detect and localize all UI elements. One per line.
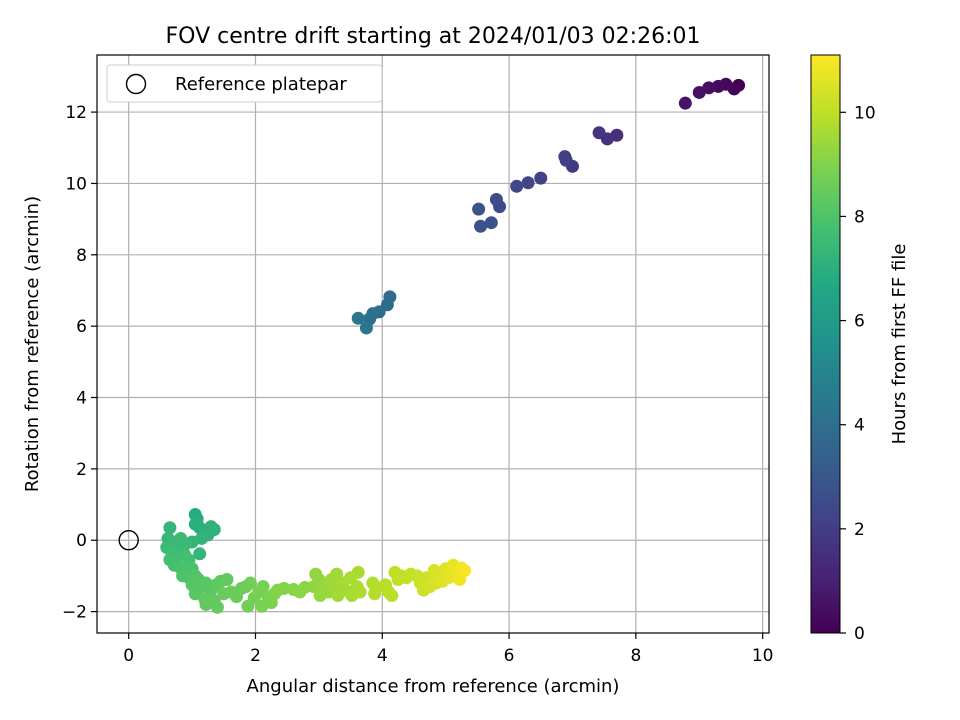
y-tick-label: 0 [76, 531, 87, 551]
data-point [458, 564, 472, 578]
legend-label: Reference platepar [175, 74, 347, 95]
x-axis-label: Angular distance from reference (arcmin) [247, 676, 620, 697]
legend-reference-marker [125, 73, 147, 95]
colorbar-gradient [810, 54, 841, 634]
y-tick-label: 12 [65, 103, 87, 123]
data-point [359, 321, 373, 335]
data-point [678, 96, 692, 110]
reference-marker [118, 530, 139, 551]
data-point [521, 176, 535, 190]
legend-box [106, 64, 383, 103]
data-point [163, 521, 177, 535]
data-point [243, 576, 257, 590]
data-point [692, 85, 706, 99]
data-point [351, 565, 365, 579]
data-point [472, 202, 486, 216]
data-point [558, 150, 572, 164]
colorbar: 0 2 4 6 8 10 Hours from first FF file [810, 54, 910, 644]
data-point [711, 79, 725, 93]
data-point [351, 311, 365, 325]
colorbar-label: Hours from first FF file [889, 244, 910, 445]
data-point [193, 547, 207, 561]
data-point [385, 589, 399, 603]
y-tick-label: 2 [76, 460, 87, 480]
gridlines [97, 55, 769, 633]
data-point [489, 193, 503, 206]
y-tick-label: 8 [76, 246, 87, 266]
chart-title: FOV centre drift starting at 2024/01/03 … [166, 24, 701, 49]
data-point [210, 600, 224, 614]
data-point [353, 585, 367, 599]
data-point [277, 581, 291, 595]
y-tick-label: 4 [76, 389, 87, 409]
y-axis-ticks: −2 0 2 4 6 8 10 12 [62, 103, 97, 623]
data-point [510, 179, 524, 193]
x-tick-label: 8 [630, 646, 641, 666]
plot-frame [96, 54, 770, 634]
data-point [220, 572, 234, 586]
data-point [534, 171, 548, 185]
x-tick-label: 10 [752, 646, 774, 666]
x-tick-label: 6 [504, 646, 515, 666]
data-point [592, 126, 606, 140]
x-tick-label: 4 [377, 646, 388, 666]
data-point [474, 219, 488, 233]
colorbar-tick-label: 10 [854, 103, 876, 123]
data-point [368, 587, 382, 601]
data-points [160, 77, 746, 614]
data-point [199, 597, 213, 611]
data-point [188, 587, 202, 601]
data-point [484, 216, 498, 230]
data-point [256, 580, 270, 594]
data-point [204, 520, 218, 534]
x-tick-label: 2 [250, 646, 261, 666]
y-tick-label: 6 [76, 317, 87, 337]
y-tick-label: 10 [65, 174, 87, 194]
colorbar-ticks: 0 2 4 6 8 10 [840, 103, 876, 644]
x-tick-label: 0 [123, 646, 134, 666]
colorbar-tick-label: 6 [854, 312, 865, 332]
colorbar-tick-label: 4 [854, 416, 865, 436]
colorbar-tick-label: 8 [854, 207, 865, 227]
legend: Reference platepar [106, 64, 383, 103]
y-tick-label: −2 [62, 603, 87, 623]
data-point [179, 537, 193, 551]
reference-point [118, 530, 139, 551]
x-axis-ticks: 0 2 4 6 8 10 [123, 633, 773, 666]
y-axis-label: Rotation from reference (arcmin) [22, 196, 43, 492]
colorbar-tick-label: 0 [854, 624, 865, 644]
colorbar-tick-label: 2 [854, 520, 865, 540]
